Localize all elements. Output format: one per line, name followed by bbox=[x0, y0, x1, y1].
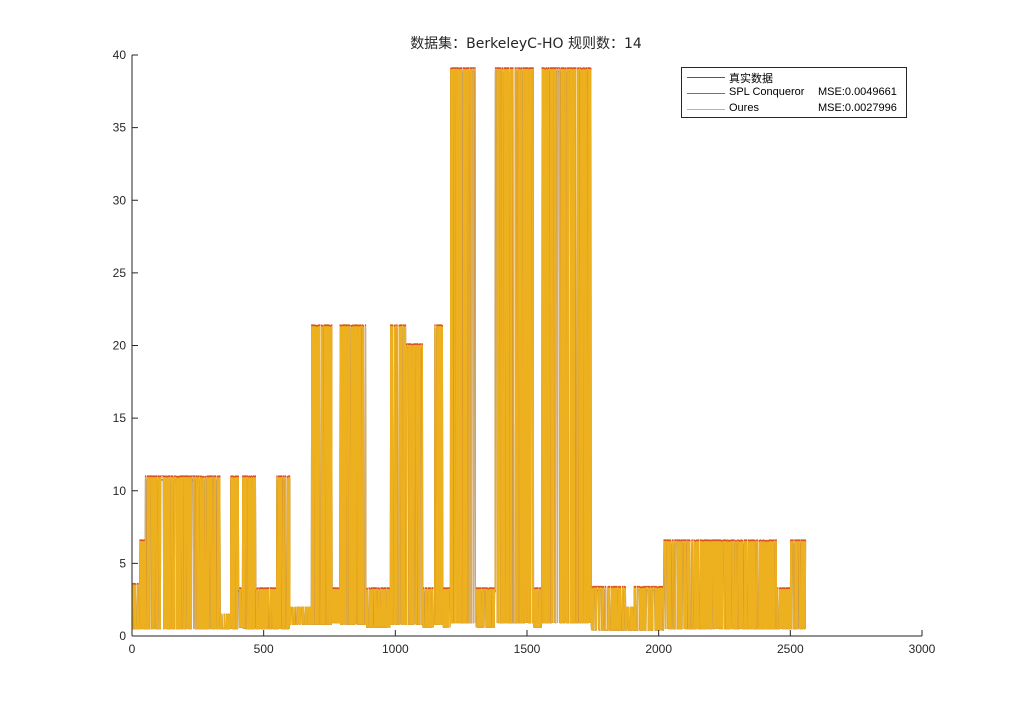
y-tick-label-0: 0 bbox=[119, 629, 126, 643]
x-tick-label-2: 1000 bbox=[382, 642, 409, 656]
legend-label-true-data: 真实数据 bbox=[729, 73, 773, 85]
x-tick-label-5: 2500 bbox=[777, 642, 804, 656]
x-tick-label-4: 2000 bbox=[645, 642, 672, 656]
legend-entry-spl-conqueror: SPL Conqueror MSE:0.0049661 bbox=[682, 85, 906, 101]
legend-line-oures bbox=[687, 109, 725, 110]
chart-title: 数据集：BerkeleyC-HO 规则数：14 bbox=[410, 36, 642, 52]
y-tick-label-2: 10 bbox=[113, 484, 127, 498]
legend-line-spl-conqueror bbox=[687, 93, 725, 94]
y-tick-label-4: 20 bbox=[113, 339, 127, 353]
x-tick-label-6: 3000 bbox=[909, 642, 936, 656]
y-tick-label-1: 5 bbox=[119, 556, 126, 570]
x-tick-label-1: 500 bbox=[254, 642, 274, 656]
x-tick-label-0: 0 bbox=[129, 642, 136, 656]
y-tick-label-5: 25 bbox=[113, 266, 127, 280]
axes-layer: 0 500 1000 1500 2000 2500 3000 0 5 10 15 20 25 30 35 40 bbox=[113, 48, 936, 656]
legend-entry-true-data: 真实数据 bbox=[682, 69, 906, 85]
y-tick-label-6: 30 bbox=[113, 193, 127, 207]
series-layer bbox=[132, 67, 807, 631]
legend: 真实数据 SPL Conqueror MSE:0.0049661 Oures M… bbox=[681, 67, 907, 118]
y-tick-label-8: 40 bbox=[113, 48, 127, 62]
y-tick-label-7: 35 bbox=[113, 121, 127, 135]
legend-label-spl-conqueror: SPL Conqueror bbox=[729, 86, 805, 98]
y-tick-label-3: 15 bbox=[113, 411, 127, 425]
legend-entry-oures: Oures MSE:0.0027996 bbox=[682, 101, 906, 117]
legend-label-oures: Oures bbox=[729, 102, 759, 114]
series-line-2 bbox=[132, 69, 807, 631]
x-tick-label-3: 1500 bbox=[514, 642, 541, 656]
legend-mse-spl-conqueror: MSE:0.0049661 bbox=[818, 86, 897, 98]
legend-line-true-data bbox=[687, 77, 725, 78]
legend-mse-oures: MSE:0.0027996 bbox=[818, 102, 897, 114]
